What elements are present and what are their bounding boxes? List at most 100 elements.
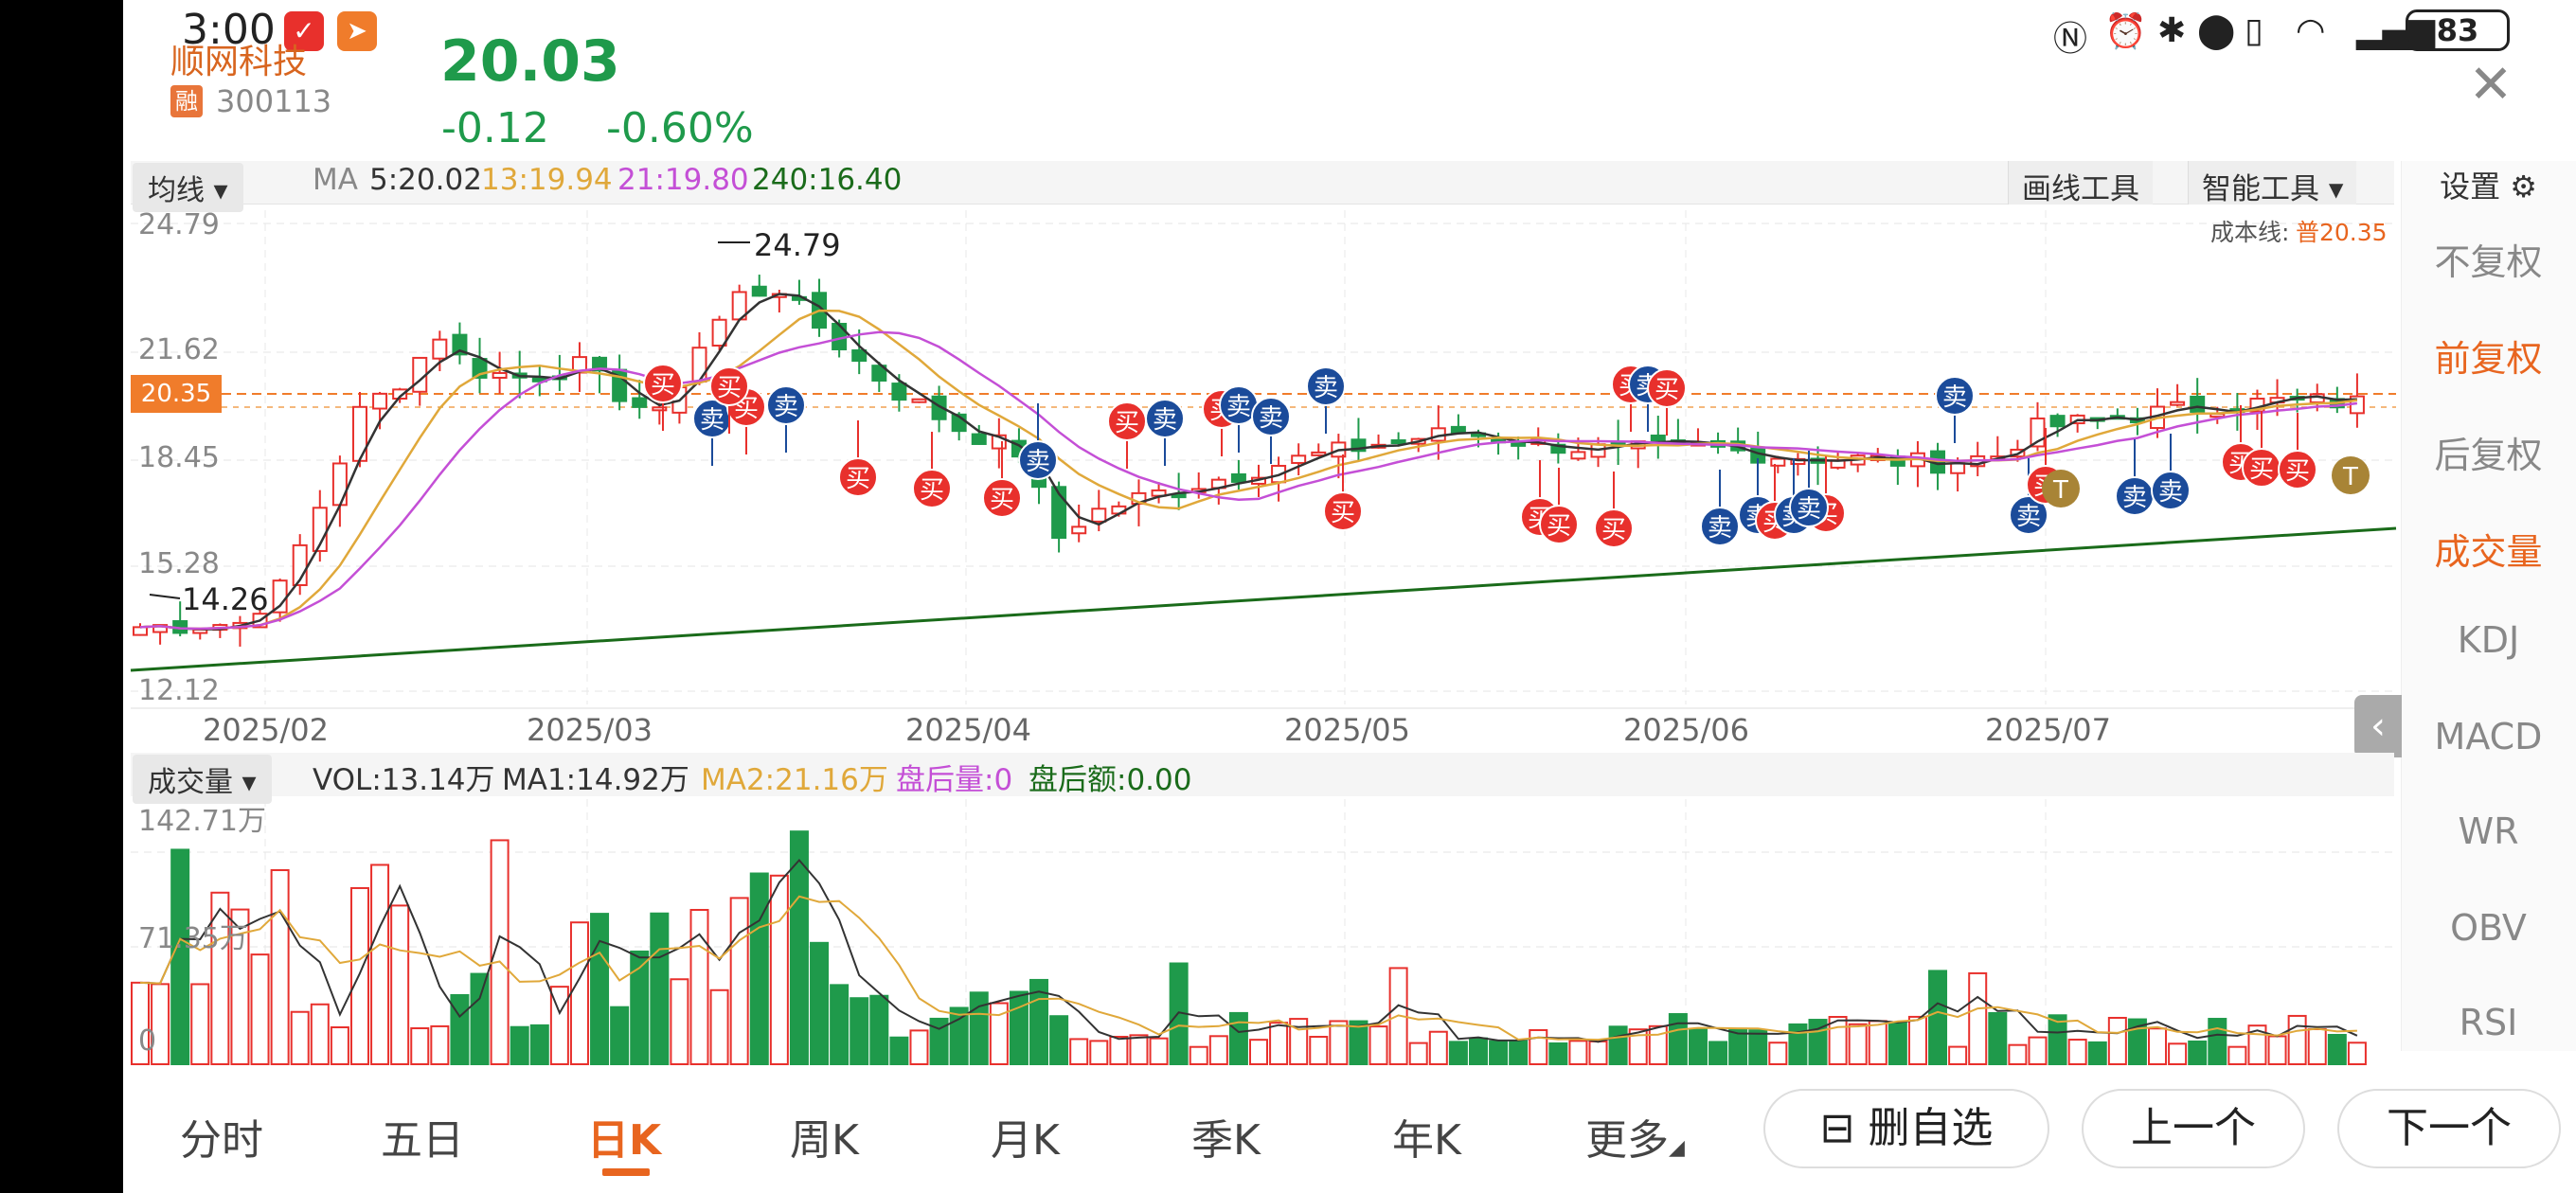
sell-marker — [2009, 495, 2048, 535]
tab-five-day[interactable]: 五日 — [381, 1116, 464, 1165]
tab-monthly-k[interactable]: 月K — [991, 1116, 1060, 1165]
low-price-label: 14.26 — [182, 581, 269, 617]
t-marker-label: T — [2342, 463, 2358, 491]
ma-dropdown[interactable]: 均线 ▾ — [133, 163, 243, 212]
side-item-forward-adjust[interactable]: 前复权 — [2434, 338, 2543, 380]
sell-marker-label: 卖 — [2158, 478, 2183, 507]
tab-weekly-k[interactable]: 周K — [790, 1116, 859, 1165]
volume-bar — [1428, 1030, 1448, 1066]
candle-body — [592, 356, 608, 372]
volume-bar — [1129, 1034, 1149, 1065]
buy-marker — [643, 364, 683, 403]
sell-marker — [1306, 366, 1346, 406]
sell-marker-label: 卖 — [1797, 495, 1821, 524]
settings-button[interactable]: 设置 ⚙ — [2440, 169, 2537, 205]
volume-bar — [1269, 1022, 1289, 1066]
battery-indicator: 83 — [2406, 9, 2510, 51]
corner-arrow-icon: ◢ — [1669, 1136, 1685, 1160]
candle-body — [871, 365, 887, 383]
side-item-backward-adjust[interactable]: 后复权 — [2434, 435, 2543, 476]
candle-body — [851, 349, 868, 363]
vol-tick-mid: 71.35万 — [138, 922, 248, 955]
tab-yearly-k[interactable]: 年K — [1392, 1116, 1461, 1165]
volume-bar — [2087, 1041, 2107, 1066]
volume-bar — [1349, 1020, 1368, 1066]
side-item-no-adjust[interactable]: 不复权 — [2434, 241, 2543, 283]
date-label: 2025/05 — [1284, 712, 1410, 748]
volume-bar — [1928, 970, 1948, 1065]
candle-body — [1311, 451, 1327, 456]
volume-bar — [1968, 971, 1988, 1066]
candle-body — [1071, 525, 1087, 535]
remove-favorite-button[interactable]: ⊟ 删自选 — [1763, 1089, 2049, 1168]
volume-bar — [2188, 1040, 2208, 1066]
date-label: 2025/02 — [203, 712, 329, 748]
volume-bar — [810, 941, 830, 1065]
side-item-volume[interactable]: 成交量 — [2434, 531, 2543, 573]
volume-bar — [410, 1027, 430, 1065]
volume-bar — [230, 908, 250, 1066]
volume-bar — [190, 983, 210, 1066]
volume-bar — [1189, 1045, 1208, 1066]
t-marker-label: T — [2052, 476, 2068, 505]
tab-daily-k[interactable]: 日K — [587, 1116, 662, 1165]
tab-more[interactable]: 更多◢ — [1585, 1116, 1685, 1165]
volume-bar — [310, 1003, 330, 1065]
volume-bar — [349, 886, 369, 1066]
vol-value: VOL:13.14万 — [313, 763, 495, 797]
volume-bar — [749, 872, 769, 1065]
tab-intraday[interactable]: 分时 — [180, 1116, 263, 1165]
volume-bar — [1289, 1018, 1309, 1065]
volume-bar — [769, 874, 789, 1066]
wifi-icon: ◠ — [2296, 11, 2326, 50]
candle-body — [891, 383, 907, 401]
volume-bar — [969, 991, 989, 1066]
side-item-kdj[interactable]: KDJ — [2457, 619, 2520, 661]
volume-bar — [1688, 1028, 1708, 1065]
prev-stock-button[interactable]: 上一个 — [2082, 1089, 2305, 1168]
smart-tool-button[interactable]: 智能工具 ▾ — [2188, 161, 2357, 206]
t-marker — [2332, 456, 2370, 494]
ma21-value: 21:19.80 — [617, 163, 749, 197]
after-hours-amount: 盘后额:0.00 — [1029, 763, 1192, 797]
nfc-icon: Ⓝ — [2053, 20, 2088, 59]
sell-marker-label: 卖 — [1259, 404, 1283, 433]
volume-bar — [390, 904, 410, 1066]
volume-bar — [250, 953, 270, 1066]
side-item-macd[interactable]: MACD — [2434, 716, 2543, 757]
sell-marker — [1018, 440, 1058, 480]
y-tick-max: 24.79 — [138, 208, 220, 241]
volume-bar — [1568, 1040, 1588, 1066]
stock-code: 300113 — [216, 83, 332, 119]
candle-body — [652, 406, 668, 412]
volume-dropdown[interactable]: 成交量 ▾ — [133, 755, 272, 804]
candle-body — [1230, 472, 1246, 483]
sell-marker-label: 卖 — [1226, 393, 1251, 421]
side-item-rsi[interactable]: RSI — [2459, 1002, 2518, 1043]
volume-bar — [1848, 1023, 1868, 1065]
volume-bar — [2127, 1018, 2147, 1065]
ma240-value: 240:16.40 — [752, 163, 903, 197]
candle-body — [691, 347, 707, 383]
volume-bar — [590, 913, 610, 1065]
side-item-obv[interactable]: OBV — [2450, 907, 2527, 949]
candle-body — [1950, 462, 1966, 474]
close-icon[interactable]: ✕ — [2468, 54, 2513, 116]
cost-line-value: 普20.35 — [2296, 219, 2388, 246]
draw-tool-button[interactable]: 画线工具 — [2008, 161, 2153, 206]
side-item-wr[interactable]: WR — [2458, 810, 2519, 852]
buy-marker — [838, 457, 878, 497]
sell-marker — [1700, 507, 1740, 546]
volume-bar — [1109, 1036, 1129, 1065]
collapse-sidebar-button[interactable]: ‹ — [2354, 695, 2402, 757]
tab-quarterly-k[interactable]: 季K — [1191, 1116, 1261, 1165]
date-label: 2025/07 — [1985, 712, 2111, 748]
volume-bar — [1548, 1042, 1568, 1065]
volume-bar — [490, 839, 510, 1066]
next-stock-button[interactable]: 下一个 — [2337, 1089, 2561, 1168]
buy-marker — [1539, 505, 1579, 544]
buy-marker-label: 买 — [1601, 516, 1626, 544]
volume-bar — [2347, 1042, 2367, 1065]
candle-body — [1650, 434, 1666, 442]
